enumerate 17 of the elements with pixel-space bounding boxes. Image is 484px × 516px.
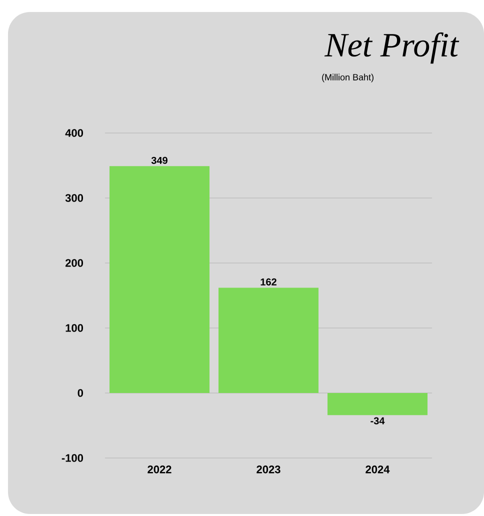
chart-title: Net Profit (324, 32, 460, 64)
x-tick-label: 2024 (366, 466, 390, 474)
y-tick-label: 200 (65, 259, 84, 267)
bar (328, 393, 428, 416)
y-tick-label: 100 (66, 324, 84, 332)
y-tick-label: 300 (65, 194, 84, 202)
chart-subtitle: (Million Baht) (322, 74, 374, 82)
data-label: 349 (151, 156, 168, 164)
x-tick-label: 2022 (148, 466, 172, 474)
data-label: -34 (370, 417, 385, 424)
y-tick-label: 0 (78, 389, 84, 397)
bar (110, 166, 210, 393)
bar (218, 288, 319, 393)
y-tick-label: 400 (65, 129, 84, 137)
x-tick-label: 2023 (256, 466, 280, 474)
data-label: 162 (260, 278, 276, 286)
y-tick-label: -100 (62, 454, 84, 462)
